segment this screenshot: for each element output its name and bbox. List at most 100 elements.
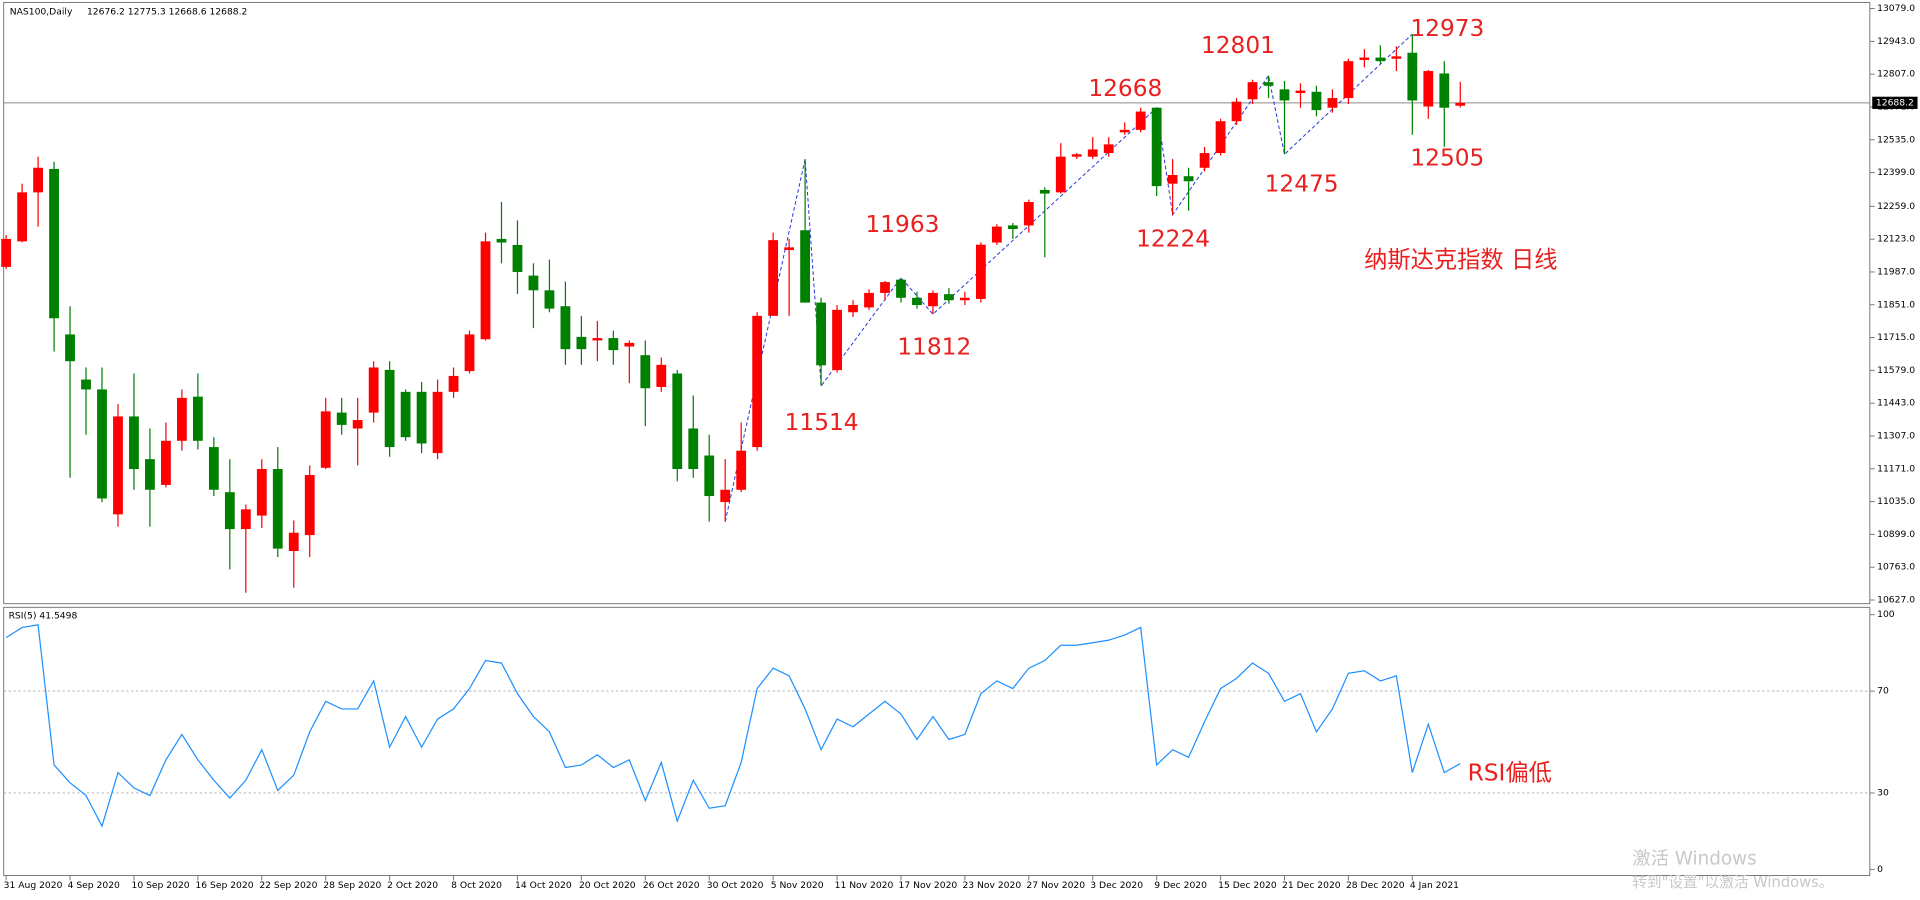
annotation: 12668 [1088, 75, 1162, 102]
x-tick-label: 9 Dec 2020 [1154, 880, 1207, 891]
candle-body [480, 241, 491, 340]
candle-body [368, 367, 379, 413]
candle-body [1023, 202, 1034, 226]
candle-body [496, 238, 507, 243]
x-tick-label: 10 Sep 2020 [132, 880, 190, 891]
candle-body [928, 292, 938, 307]
x-tick-label: 5 Nov 2020 [771, 880, 824, 891]
candle-body [560, 306, 571, 350]
annotation: 12475 [1265, 170, 1339, 197]
annotation: 纳斯达克指数 日线 [1364, 246, 1557, 273]
candle-body [336, 412, 347, 425]
candle-body [528, 275, 539, 291]
candle-body [1439, 73, 1450, 108]
candle-body [240, 509, 251, 530]
candle-body [1279, 89, 1290, 101]
candle-body [33, 167, 43, 193]
candle-body [991, 226, 1002, 243]
candle-body [17, 192, 27, 242]
candle-body [1087, 149, 1098, 157]
x-tick-label: 31 Aug 2020 [4, 880, 63, 891]
annotation: RSI偏低 [1468, 759, 1552, 786]
candle-body [784, 247, 795, 251]
candle-body [1199, 153, 1210, 168]
y-tick-label: 12807.0 [1877, 69, 1915, 80]
annotation: 12973 [1410, 15, 1484, 42]
candle-body [1039, 189, 1050, 194]
candle-body [432, 391, 443, 454]
candle-body [1263, 82, 1274, 86]
candle-body [720, 489, 731, 503]
candle-body [768, 240, 779, 316]
candle-body [592, 338, 603, 341]
candle-body [1007, 225, 1018, 230]
watermark-title: 激活 Windows [1632, 849, 1757, 870]
x-tick-label: 14 Oct 2020 [515, 880, 572, 891]
candle-body [688, 428, 699, 470]
candle-body [1071, 154, 1082, 157]
x-tick-label: 2 Oct 2020 [387, 880, 438, 891]
x-tick-label: 28 Sep 2020 [323, 880, 381, 891]
candle-body [129, 416, 139, 470]
candle-body [816, 302, 826, 366]
rsi-title: RSI(5) 41.5498 [9, 610, 78, 621]
candle-body [448, 375, 459, 392]
x-tick-label: 21 Dec 2020 [1282, 880, 1341, 891]
candle-body [608, 338, 619, 351]
y-tick-label: 11715.0 [1877, 332, 1915, 343]
x-tick-label: 17 Nov 2020 [899, 880, 958, 891]
candle-body [544, 290, 555, 309]
candle-body [1327, 98, 1338, 108]
candle-body [464, 334, 475, 372]
candle-body [1215, 121, 1226, 154]
x-tick-label: 23 Nov 2020 [962, 880, 1021, 891]
x-tick-label: 16 Sep 2020 [195, 880, 253, 891]
candle-body [1391, 56, 1402, 59]
candle-body [960, 297, 970, 301]
y-tick-label: 13079.0 [1877, 3, 1915, 14]
ohlc-header: 12676.2 12775.3 12668.6 12688.2 [87, 7, 247, 18]
candle-body [113, 416, 123, 515]
candle-body [1343, 61, 1354, 99]
y-tick-label: 10627.0 [1877, 595, 1915, 606]
candle-body [1359, 57, 1370, 60]
annotation: 11812 [897, 333, 971, 360]
candle-body [1103, 144, 1114, 154]
x-tick-label: 22 Sep 2020 [259, 880, 317, 891]
candle-body [656, 364, 667, 388]
y-tick-label: 12535.0 [1877, 134, 1915, 145]
candle-body [1167, 175, 1178, 184]
x-tick-label: 4 Sep 2020 [68, 880, 120, 891]
annotation: 12224 [1136, 225, 1210, 252]
y-tick-label: 11443.0 [1877, 398, 1915, 409]
candle-body [576, 336, 587, 350]
candle-body [672, 373, 683, 470]
candle-body [1423, 71, 1434, 107]
y-tick-label: 12259.0 [1877, 201, 1915, 212]
candle-body [1183, 176, 1194, 182]
candle-body [304, 475, 315, 536]
y-tick-label: 11851.0 [1877, 299, 1915, 310]
candle-body [752, 315, 763, 448]
watermark-text: 转到"设置"以激活 Windows。 [1632, 874, 1833, 891]
candle-body [97, 389, 107, 499]
candle-body [1247, 82, 1258, 100]
candle-body [208, 447, 219, 490]
candle-body [1455, 102, 1466, 106]
candle-body [1311, 91, 1322, 111]
x-tick-label: 30 Oct 2020 [707, 880, 764, 891]
x-tick-label: 15 Dec 2020 [1218, 880, 1277, 891]
candle-body [1119, 129, 1130, 133]
candle-body [320, 411, 331, 468]
candle-body [736, 450, 747, 490]
candle-body [272, 469, 283, 549]
candle-body [832, 309, 842, 371]
chart-title: NAS100,Daily [10, 7, 73, 18]
candle-body [512, 244, 523, 272]
y-tick-label: 11579.0 [1877, 365, 1915, 376]
y-tick-label: 10763.0 [1877, 562, 1915, 573]
current-price-box [1872, 96, 1918, 109]
candle-body [912, 297, 922, 306]
